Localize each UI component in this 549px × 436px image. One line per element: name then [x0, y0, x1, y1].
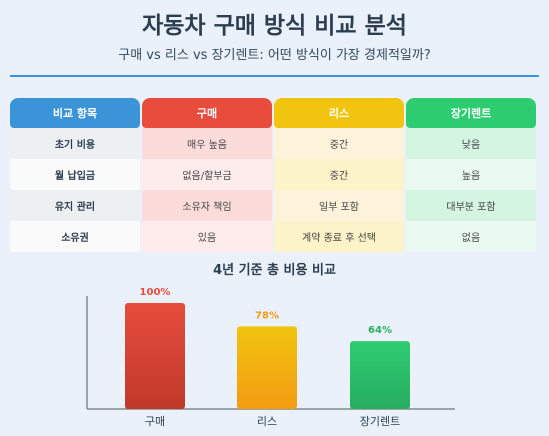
cost-bar-chart: 100% 구매 78% 리스 64% 장기렌트	[86, 287, 455, 428]
table-row: 유지 관리 소유자 책임 일부 포함 대부분 포함	[10, 190, 540, 221]
rent-cell: 없음	[406, 221, 536, 252]
table-header-row: 비교 항목 구매 리스 장기렌트	[10, 98, 540, 128]
header-rent: 장기렌트	[406, 98, 536, 128]
bar-rent	[350, 341, 410, 409]
purchase-cell: 매우 높음	[142, 128, 272, 159]
category-label-purchase: 구매	[145, 415, 165, 428]
page-title: 자동차 구매 방식 비교 분석	[142, 13, 407, 39]
chart-title: 4년 기준 총 비용 비교	[213, 263, 336, 278]
lease-cell: 계약 종료 후 선택	[274, 221, 404, 252]
row-label: 초기 비용	[10, 128, 140, 159]
row-label: 유지 관리	[10, 190, 140, 221]
value-label-lease: 78%	[255, 310, 279, 321]
lease-cell: 중간	[274, 159, 404, 190]
table-row: 월 납입금 없음/할부금 중간 높음	[10, 159, 540, 190]
bar-purchase	[125, 303, 185, 409]
category-label-lease: 리스	[257, 415, 277, 428]
rent-cell: 높음	[406, 159, 536, 190]
table-row: 초기 비용 매우 높음 중간 낮음	[10, 128, 540, 159]
category-label-rent: 장기렌트	[360, 415, 400, 428]
lease-cell: 중간	[274, 128, 404, 159]
lease-cell: 일부 포함	[274, 190, 404, 221]
purchase-cell: 소유자 책임	[142, 190, 272, 221]
header-purchase: 구매	[142, 98, 272, 128]
page-subtitle: 구매 vs 리스 vs 장기렌트: 어떤 방식이 가장 경제적일까?	[118, 48, 431, 63]
header-compare-item: 비교 항목	[10, 98, 140, 128]
rent-cell: 낮음	[406, 128, 536, 159]
comparison-table: 비교 항목 구매 리스 장기렌트 초기 비용 매우 높음 중간 낮음 월 납입금…	[10, 98, 540, 252]
title-divider	[10, 75, 539, 77]
purchase-cell: 없음/할부금	[142, 159, 272, 190]
row-label: 월 납입금	[10, 159, 140, 190]
bar-lease	[237, 326, 297, 409]
value-label-rent: 64%	[368, 325, 392, 336]
rent-cell: 대부분 포함	[406, 190, 536, 221]
header-lease: 리스	[274, 98, 404, 128]
purchase-cell: 있음	[142, 221, 272, 252]
value-label-purchase: 100%	[140, 287, 171, 298]
row-label: 소유권	[10, 221, 140, 252]
table-row: 소유권 있음 계약 종료 후 선택 없음	[10, 221, 540, 252]
